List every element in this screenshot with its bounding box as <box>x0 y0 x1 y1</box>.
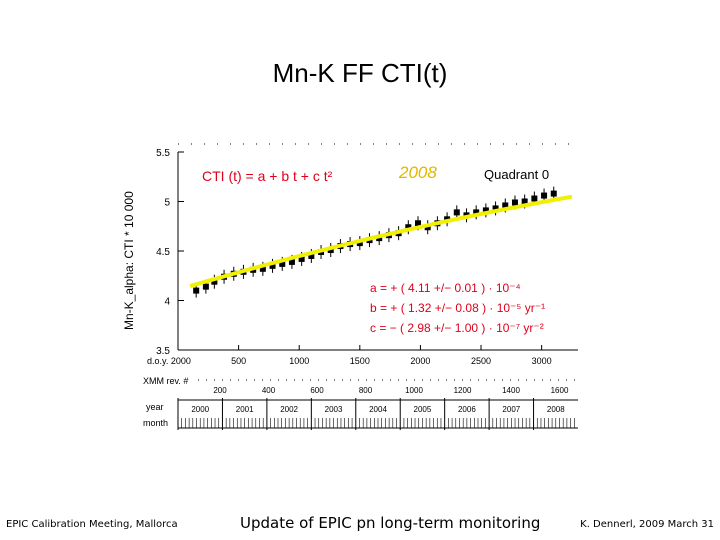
rev-tick-label: 1200 <box>454 386 472 395</box>
y-axis-label: Mn-K_alpha: CTI * 10 000 <box>122 191 136 330</box>
y-tick-label: 5 <box>164 198 170 209</box>
data-point <box>202 283 209 290</box>
footer-right: K. Dennerl, 2009 March 31 <box>580 519 714 530</box>
x-tick-label: 3000 <box>532 356 552 366</box>
data-point <box>356 240 363 247</box>
data-point <box>453 209 460 216</box>
year-tick-label: 2003 <box>325 405 343 414</box>
rev-tick-label: 800 <box>359 386 373 395</box>
data-point <box>492 205 499 212</box>
year-tick-label: 2002 <box>280 405 298 414</box>
param-c: c = − ( 2.98 +/− 1.00 ) · 10⁻⁷ yr⁻² <box>370 321 544 335</box>
year-tick-label: 2005 <box>414 405 432 414</box>
year-tick-label: 2006 <box>458 405 476 414</box>
quadrant-annotation: Quadrant 0 <box>484 167 549 182</box>
data-point <box>511 199 518 206</box>
rev-tick-label: 1600 <box>551 386 569 395</box>
y-axis-ticks: 5.5 5 4.5 4 3.5 <box>156 148 184 357</box>
x-tick-label: 1000 <box>289 356 309 366</box>
rev-tick-label: 1000 <box>405 386 423 395</box>
y-tick-label: 3.5 <box>156 346 170 357</box>
rev-tick-label: 400 <box>262 386 276 395</box>
year-tick-label: 2008 <box>547 405 565 414</box>
year-annotation: 2008 <box>398 163 437 182</box>
data-point <box>193 287 200 294</box>
footer-left: EPIC Calibration Meeting, Mallorca <box>6 519 178 530</box>
year-axis-label: year <box>146 402 164 412</box>
footer-center: Update of EPIC pn long-term monitoring <box>240 514 541 532</box>
year-tick-label: 2007 <box>502 405 520 414</box>
data-point <box>502 202 509 209</box>
data-point <box>308 252 315 259</box>
month-axis-label: month <box>143 418 168 428</box>
rev-tick-label: 1400 <box>502 386 520 395</box>
rev-tick-label: 600 <box>310 386 324 395</box>
data-point <box>211 278 218 285</box>
data-point <box>288 258 295 265</box>
y-tick-label: 5.5 <box>156 148 170 159</box>
data-point <box>405 224 412 231</box>
data-point <box>279 260 286 267</box>
param-a: a = + ( 4.11 +/− 0.01 ) · 10⁻⁴ <box>370 281 521 295</box>
rev-axis-label: XMM rev. # <box>143 376 188 386</box>
rev-tick-label: 200 <box>213 386 227 395</box>
x-tick-label: 500 <box>231 356 246 366</box>
param-b: b = + ( 1.32 +/− 0.08 ) · 10⁻⁵ yr⁻¹ <box>370 301 545 315</box>
year-tick-label: 2001 <box>236 405 254 414</box>
y-tick-label: 4.5 <box>156 247 170 258</box>
data-point <box>531 195 538 202</box>
x-tick-label: 1500 <box>350 356 370 366</box>
formula-annotation: CTI (t) = a + b t + c t² <box>202 168 333 184</box>
x-axis-ticks: 500 1000 1500 2000 2500 3000 <box>231 345 552 366</box>
fit-curve <box>189 194 573 289</box>
data-point <box>521 198 528 205</box>
year-tick-label: 2004 <box>369 405 387 414</box>
data-point <box>269 262 276 269</box>
data-point <box>473 209 480 216</box>
x-axis-label: d.o.y. 2000 <box>147 356 191 366</box>
x-tick-label: 2000 <box>410 356 430 366</box>
slide-title: Mn-K FF CTI(t) <box>272 58 448 88</box>
year-tick-label: 2000 <box>191 405 209 414</box>
data-point <box>298 255 305 262</box>
data-point <box>415 220 421 227</box>
data-point <box>541 192 548 199</box>
x-tick-label: 2500 <box>471 356 491 366</box>
data-point <box>482 207 489 214</box>
data-point <box>259 265 266 272</box>
year-axis: 2000 2001 2002 2003 2004 2005 2006 2007 2008 <box>177 398 578 430</box>
y-tick-label: 4 <box>164 297 170 308</box>
data-point <box>550 190 557 197</box>
rev-axis: 200 400 600 800 1000 1200 1400 1600 <box>198 379 578 395</box>
